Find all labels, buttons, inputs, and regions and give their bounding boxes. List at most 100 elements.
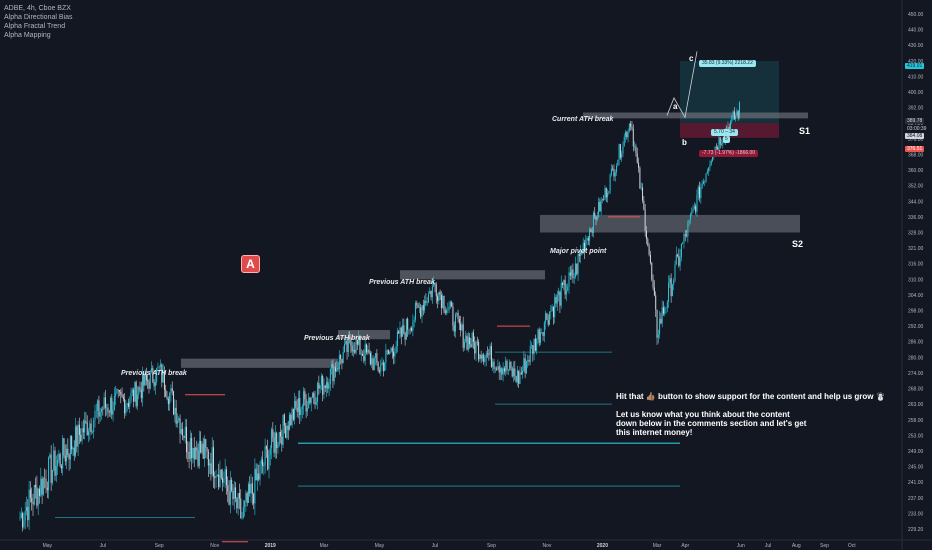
candle-body (692, 208, 694, 212)
candle-body (598, 201, 600, 218)
candle-body (516, 370, 518, 382)
candle-body (372, 358, 374, 371)
candle-body (219, 469, 221, 487)
candle-body (218, 474, 220, 487)
candle-body (596, 217, 598, 220)
candle-body (687, 222, 689, 237)
symbol-line[interactable]: ADBE, 4h, Cboe BZX (4, 5, 71, 12)
candle-body (679, 257, 681, 266)
candle-body (40, 478, 42, 496)
candle-body (648, 245, 650, 255)
candle-body (466, 335, 468, 350)
annotation-prev-ath-1: Previous ATH break (121, 370, 187, 377)
candle-body (460, 323, 462, 331)
candle-body (509, 362, 511, 370)
candle-body (435, 284, 437, 297)
candle-body (91, 431, 93, 433)
candle-body (189, 438, 191, 459)
candle-body (537, 329, 539, 340)
candle-body (195, 447, 197, 460)
indicator-directional-bias[interactable]: Alpha Directional Bias (4, 14, 73, 21)
candle-body (476, 341, 478, 343)
candle-body (678, 255, 680, 266)
x-tick-label: Oct (848, 543, 856, 549)
candle-body (626, 132, 628, 138)
stop-tag[interactable]: -7.73 (-1.97%) -1866.00 (699, 150, 759, 157)
candle-body (214, 476, 216, 478)
chart-legend: ADBE, 4h, Cboe BZX Alpha Directional Bia… (4, 4, 72, 40)
candle-body (144, 374, 146, 386)
y-tick-label: 344.00 (908, 199, 924, 205)
candle-body (616, 165, 618, 173)
candle-body (503, 368, 505, 372)
candle-body (332, 363, 334, 382)
y-tick-label: 310.00 (908, 277, 924, 283)
candle-body (139, 387, 141, 390)
candle-body (412, 321, 414, 331)
y-tick-label: 237.00 (908, 496, 924, 502)
risk-reward-tag[interactable]: 5.70 – 34 (711, 129, 738, 136)
y-tick-label: 292.00 (908, 324, 924, 330)
candle-body (179, 418, 181, 434)
candle-body (235, 487, 237, 499)
candle-body (494, 368, 496, 370)
candle-body (577, 254, 579, 275)
candle-body (367, 349, 369, 353)
candle-body (559, 291, 561, 306)
candle-body (493, 361, 495, 370)
candle-body (354, 349, 356, 353)
indicator-mapping[interactable]: Alpha Mapping (4, 32, 51, 39)
candle-body (45, 478, 47, 488)
candle-body (628, 123, 630, 132)
candle-body (51, 469, 53, 483)
risk-reward-sub-tag: 5 (723, 136, 730, 143)
candle-body (104, 397, 106, 408)
candle-body (237, 493, 239, 509)
candle-body (377, 362, 379, 371)
candle-body (77, 424, 79, 447)
target-tag[interactable]: 35.83 (9.33%) 2218.22 (699, 60, 756, 67)
wave-point-c: c (689, 54, 694, 63)
candle-body (420, 307, 422, 317)
candle-body (167, 398, 169, 405)
candle-body (242, 506, 244, 518)
candle-body (41, 478, 43, 495)
candle-body (653, 287, 655, 296)
candle-body (375, 353, 377, 358)
candle-body (31, 497, 33, 503)
indicator-fractal-trend[interactable]: Alpha Fractal Trend (4, 23, 66, 30)
y-tick-label: 241.00 (908, 480, 924, 486)
y-tick-label: 253.00 (908, 433, 924, 439)
candle-body (600, 200, 602, 212)
y-tick-label: 430.00 (908, 43, 924, 49)
candle-body (285, 425, 287, 438)
candle-body (67, 448, 69, 455)
candle-body (154, 381, 156, 387)
candle-body (211, 447, 213, 475)
candle-body (661, 307, 663, 324)
candle-body (583, 242, 585, 252)
candle-body (645, 230, 647, 240)
candle-body (57, 459, 59, 467)
candle-body (171, 388, 173, 392)
candle-body (161, 364, 163, 383)
candle-body (116, 389, 118, 393)
candle-body (149, 371, 151, 389)
candle-body (331, 363, 333, 369)
y-tick-label: 298.00 (908, 309, 924, 315)
candle-body (404, 333, 406, 340)
candle-body (66, 448, 68, 462)
candle-body (121, 394, 123, 397)
candle-body (385, 350, 387, 363)
candle-body (59, 453, 61, 467)
candle-body (220, 469, 222, 478)
candle-body (458, 318, 460, 324)
candle-body (319, 385, 321, 389)
candle-body (84, 420, 86, 433)
candle-body (671, 284, 673, 297)
candle-body (328, 384, 330, 389)
candle-body (197, 450, 199, 467)
candle-body (617, 160, 619, 166)
candle-body (710, 160, 712, 165)
